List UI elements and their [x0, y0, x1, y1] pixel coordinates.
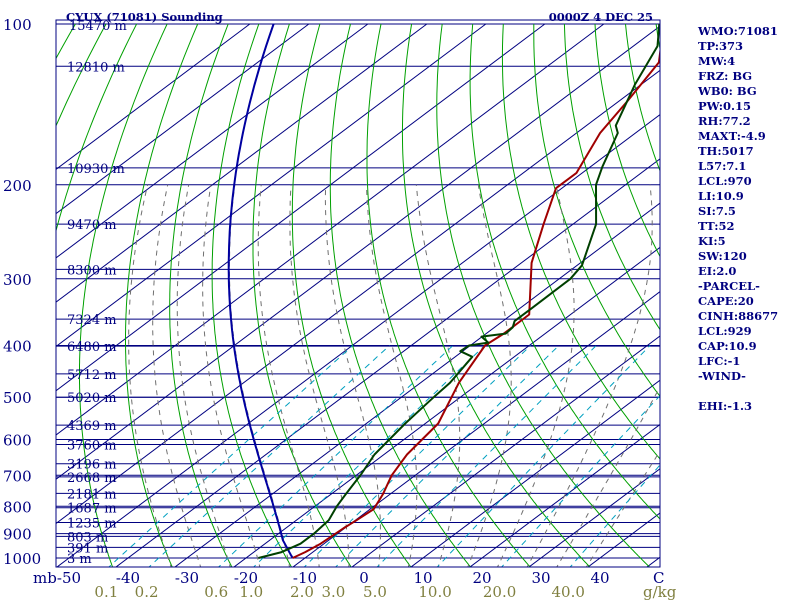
pressure-tick-label: 900: [3, 526, 32, 544]
temperature-tick-label: 10: [413, 569, 432, 587]
height-level-label: 4369 m: [67, 419, 117, 434]
temperature-tick-label: -50: [57, 569, 81, 587]
index-line: TT:52: [698, 219, 798, 234]
height-level-label: 8300 m: [67, 263, 117, 278]
index-line: TP:373: [698, 39, 798, 54]
mixing-ratio-tick-label: 0.6: [204, 583, 228, 600]
index-line: CAPE:20: [698, 294, 798, 309]
index-line: EI:2.0: [698, 264, 798, 279]
mixing-ratio-tick-label: 3.0: [321, 583, 345, 600]
height-level-label: 12810 m: [67, 60, 125, 75]
height-level-label: 6480 m: [67, 340, 117, 355]
pressure-tick-label: 200: [3, 177, 32, 195]
index-line: TH:5017: [698, 144, 798, 159]
index-line: [698, 384, 798, 399]
index-line: SI:7.5: [698, 204, 798, 219]
temperature-tick-label: 20: [472, 569, 491, 587]
height-level-label: 1235 m: [67, 516, 117, 531]
pressure-tick-label: 300: [3, 271, 32, 289]
temperature-tick-label: 0: [359, 569, 369, 587]
index-line: LCL:929: [698, 324, 798, 339]
temperature-tick-label: -10: [293, 569, 317, 587]
index-line: LCL:970: [698, 174, 798, 189]
pressure-tick-label: 1000: [3, 550, 41, 568]
index-line: WB0: BG: [698, 84, 798, 99]
top-height-label: 15470 m: [69, 19, 127, 34]
temperature-tick-label: 30: [531, 569, 550, 587]
index-line: KI:5: [698, 234, 798, 249]
index-line: -WIND-: [698, 369, 798, 384]
pressure-tick-label: 100: [3, 16, 32, 34]
height-level-label: 3760 m: [67, 439, 117, 454]
index-line: -PARCEL-: [698, 279, 798, 294]
index-line: EHI:-1.3: [698, 399, 798, 414]
index-line: RH:77.2: [698, 114, 798, 129]
index-line: SW:120: [698, 249, 798, 264]
index-line: MAXT:-4.9: [698, 129, 798, 144]
index-line: CAP:10.9: [698, 339, 798, 354]
height-level-label: 7324 m: [67, 313, 117, 328]
temperature-tick-label: -30: [175, 569, 199, 587]
pressure-tick-label: 400: [3, 338, 32, 356]
height-level-label: 3 m: [67, 552, 92, 567]
height-level-label: 2668 m: [67, 471, 117, 486]
pressure-tick-label: 800: [3, 498, 32, 516]
temperature-tick-label: -20: [234, 569, 258, 587]
index-line: WMO:71081: [698, 24, 798, 39]
height-level-label: 9470 m: [67, 218, 117, 233]
index-line: FRZ: BG: [698, 69, 798, 84]
index-line: LI:10.9: [698, 189, 798, 204]
index-line: LFC:-1: [698, 354, 798, 369]
index-line: CINH:88677: [698, 309, 798, 324]
index-line: PW:0.15: [698, 99, 798, 114]
height-level-label: 10930 m: [67, 162, 125, 177]
pressure-tick-label: 600: [3, 432, 32, 450]
mixing-ratio-tick-label: 0.1: [94, 583, 118, 600]
temperature-tick-label: -40: [116, 569, 140, 587]
height-level-label: 1687 m: [67, 502, 117, 517]
mixing-ratio-unit: g/kg: [643, 583, 677, 600]
height-level-label: 5020 m: [67, 391, 117, 406]
index-line: MW:4: [698, 54, 798, 69]
height-level-label: 2181 m: [67, 487, 117, 502]
temperature-tick-label: 40: [590, 569, 609, 587]
index-line: L57:7.1: [698, 159, 798, 174]
height-level-label: 5712 m: [67, 368, 117, 383]
pressure-unit-label: mb: [33, 569, 57, 587]
pressure-tick-label: 500: [3, 389, 32, 407]
valid-time: 0000Z 4 DEC 25: [549, 10, 653, 24]
pressure-tick-label: 700: [3, 467, 32, 485]
mixing-ratio-tick-label: 40.0: [551, 583, 584, 600]
